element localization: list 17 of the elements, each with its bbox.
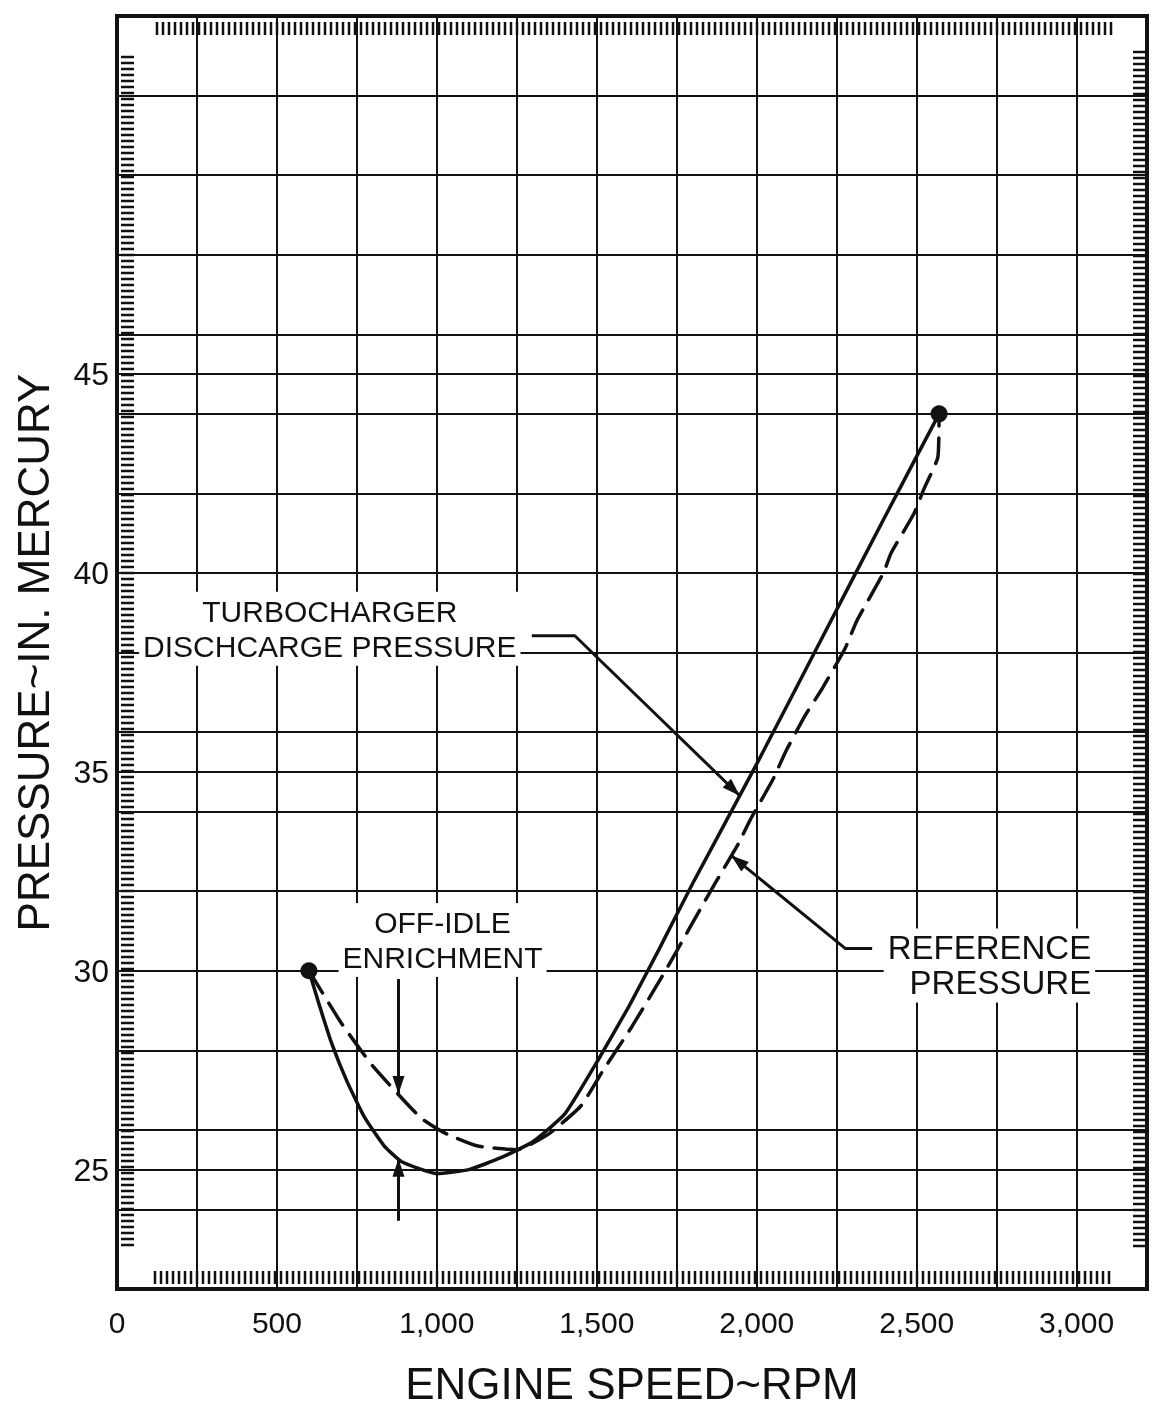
x-axis-title: ENGINE SPEED~RPM xyxy=(405,1358,859,1408)
y-tick-label: 30 xyxy=(73,952,109,989)
y-tick-label: 40 xyxy=(73,554,109,591)
annotation: OFF-IDLE ENRICHMENT xyxy=(342,906,543,975)
x-tick-label: 2,500 xyxy=(879,1305,955,1339)
y-axis-title: PRESSURE~IN. MERCURY xyxy=(8,373,58,932)
x-tick-label: 1,000 xyxy=(399,1305,475,1339)
y-tick-label: 35 xyxy=(73,753,109,790)
annotation: REFERENCE PRESSURE xyxy=(887,929,1092,1002)
x-tick-label: 0 xyxy=(108,1305,126,1339)
x-tick-label: 2,000 xyxy=(719,1305,795,1339)
y-tick-label: 25 xyxy=(73,1151,109,1188)
x-tick-label: 1,500 xyxy=(559,1305,635,1339)
annotation: TURBOCHARGER DISCHCARGE PRESSURE xyxy=(143,594,517,663)
x-tick-label: 500 xyxy=(251,1305,302,1339)
x-tick-label: 3,000 xyxy=(1039,1305,1115,1339)
y-tick-label: 45 xyxy=(73,356,109,393)
